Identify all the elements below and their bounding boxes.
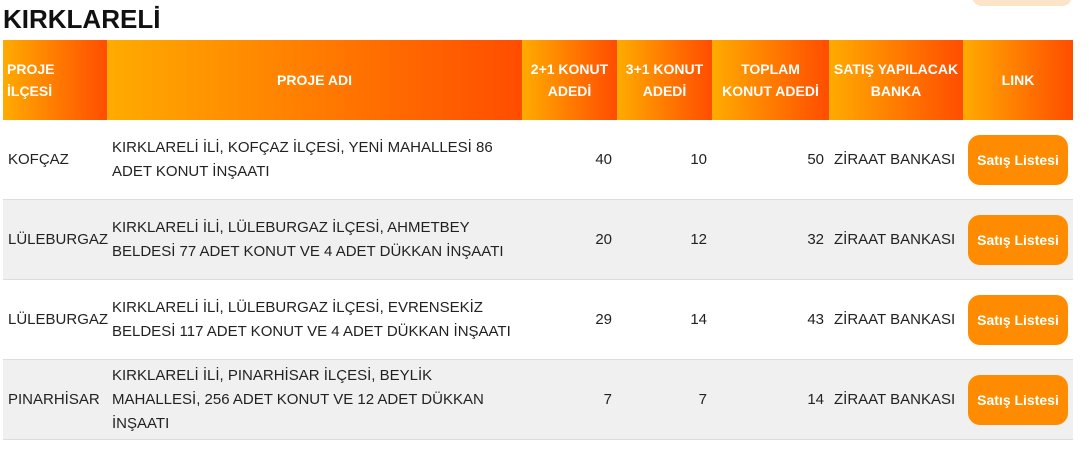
- table-cell: KIRKLARELİ İLİ, LÜLEBURGAZ İLÇESİ, EVREN…: [107, 279, 522, 360]
- sales-list-button[interactable]: Satış Listesi: [968, 134, 1068, 185]
- table-cell: ZİRAAT BANKASI: [829, 120, 963, 200]
- table-cell: LÜLEBURGAZ: [3, 279, 108, 360]
- table-cell: KIRKLARELİ İLİ, PINARHİSAR İLÇESİ, BEYLİ…: [107, 359, 522, 440]
- table-cell: KIRKLARELİ İLİ, LÜLEBURGAZ İLÇESİ, AHMET…: [107, 199, 522, 280]
- table-cell: 50: [712, 120, 829, 200]
- link-cell: Satış Listesi: [963, 359, 1073, 440]
- sales-list-button[interactable]: Satış Listesi: [968, 374, 1068, 425]
- top-button[interactable]: [972, 0, 1072, 6]
- sales-list-button[interactable]: Satış Listesi: [968, 294, 1068, 345]
- table-cell: 14: [617, 279, 712, 360]
- column-header: 3+1 KONUT ADEDİ: [617, 40, 712, 120]
- table-cell: 10: [617, 120, 712, 200]
- table-cell: 43: [712, 279, 829, 360]
- link-cell: Satış Listesi: [963, 120, 1073, 200]
- table-cell: 14: [712, 359, 829, 440]
- table-cell: ZİRAAT BANKASI: [829, 279, 963, 360]
- page-title: KIRKLARELİ: [3, 4, 161, 34]
- table-row: LÜLEBURGAZ KIRKLARELİ İLİ, LÜLEBURGAZ İLÇ…: [3, 279, 1073, 360]
- table-cell: PINARHİSAR: [3, 359, 107, 440]
- table-cell: 7: [617, 359, 712, 440]
- table-cell: 32: [712, 199, 829, 280]
- table-cell: 7: [522, 359, 617, 440]
- column-header: PROJE ADI: [107, 40, 522, 120]
- column-header: LINK: [963, 40, 1073, 120]
- table-cell: 20: [522, 199, 617, 280]
- table-cell: 12: [617, 199, 712, 280]
- header-row: PROJE İLÇESİ PROJE ADI 2+1 KONUT ADEDİ 3+1 …: [3, 40, 1073, 120]
- column-header: 2+1 KONUT ADEDİ: [522, 40, 617, 120]
- table-cell: KIRKLARELİ İLİ, KOFÇAZ İLÇESİ, YENİ MAHA…: [107, 120, 522, 200]
- table-row: PINARHİSAR KIRKLARELİ İLİ, PINARHİSAR İLÇ…: [3, 359, 1073, 440]
- column-header: PROJE İLÇESİ: [3, 40, 107, 120]
- project-table: PROJE İLÇESİ PROJE ADI 2+1 KONUT ADEDİ 3+1 …: [3, 40, 1073, 440]
- table-cell: KOFÇAZ: [3, 120, 107, 200]
- table-row: KOFÇAZ KIRKLARELİ İLİ, KOFÇAZ İLÇESİ, YEN…: [3, 120, 1073, 200]
- column-header: SATIŞ YAPILACAK BANKA: [829, 40, 963, 120]
- table-cell: ZİRAAT BANKASI: [829, 199, 963, 280]
- table-cell: LÜLEBURGAZ: [3, 199, 108, 280]
- link-cell: Satış Listesi: [963, 199, 1073, 280]
- table-cell: 29: [522, 279, 617, 360]
- table-cell: 40: [522, 120, 617, 200]
- table-row: LÜLEBURGAZ KIRKLARELİ İLİ, LÜLEBURGAZ İLÇ…: [3, 199, 1073, 280]
- table-cell: ZİRAAT BANKASI: [829, 359, 963, 440]
- sales-list-button[interactable]: Satış Listesi: [968, 214, 1068, 265]
- link-cell: Satış Listesi: [963, 279, 1073, 360]
- column-header: TOPLAM KONUT ADEDİ: [712, 40, 829, 120]
